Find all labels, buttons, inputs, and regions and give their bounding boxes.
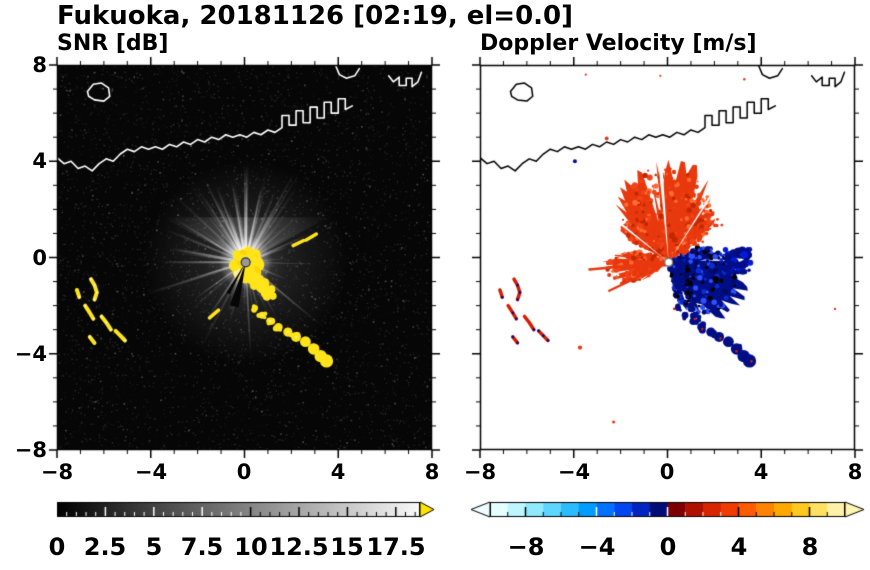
x-tick-label: 4 [753, 460, 769, 484]
velocity-panel-title: Doppler Velocity [m/s] [480, 31, 757, 56]
snr-colorbar-label: 7.5 [180, 533, 224, 561]
x-tick-label: 0 [659, 460, 675, 484]
snr-colorbar-label: 0 [48, 533, 66, 561]
y-tick-label: −4 [14, 342, 47, 366]
y-tick-label: −8 [14, 438, 47, 462]
x-tick-label: −8 [463, 460, 497, 484]
x-tick-label: 8 [424, 460, 440, 484]
snr-colorbar-label: 15 [330, 533, 364, 561]
x-tick-label: 8 [847, 460, 863, 484]
y-tick-label: 4 [32, 149, 47, 173]
velocity-colorbar-label: −4 [578, 533, 616, 561]
x-tick-label: 0 [236, 460, 252, 484]
x-tick-label: −8 [40, 460, 74, 484]
x-tick-label: −4 [557, 460, 591, 484]
velocity-colorbar-label: 0 [659, 533, 677, 561]
snr-panel-title: SNR [dB] [57, 31, 169, 56]
y-tick-label: 0 [32, 246, 47, 270]
x-tick-label: 4 [330, 460, 346, 484]
snr-colorbar-label: 5 [145, 533, 163, 561]
velocity-colorbar-label: 8 [801, 533, 819, 561]
y-tick-label: 8 [32, 53, 47, 77]
snr-colorbar-label: 2.5 [83, 533, 127, 561]
snr-colorbar-label: 10 [234, 533, 268, 561]
snr-colorbar-label: 17.5 [366, 533, 426, 561]
figure-title: Fukuoka, 20181126 [02:19, el=0.0] [57, 1, 574, 31]
x-tick-label: −4 [134, 460, 168, 484]
velocity-colorbar-label: 4 [730, 533, 748, 561]
velocity-colorbar-label: −8 [507, 533, 545, 561]
snr-colorbar-label: 12.5 [269, 533, 329, 561]
